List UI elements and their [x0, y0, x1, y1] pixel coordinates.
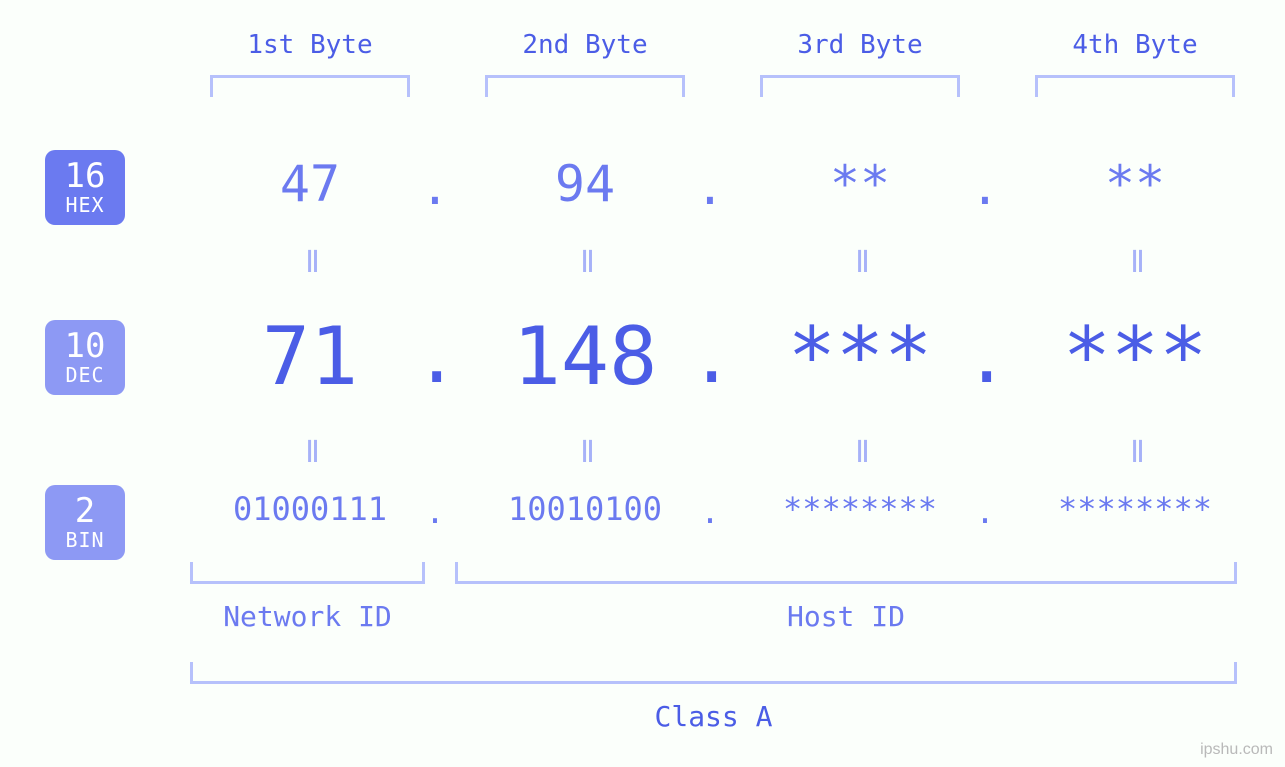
host-id-label: Host ID	[455, 600, 1237, 633]
bin-dot-1: .	[415, 493, 455, 531]
dec-byte-3: ***	[735, 310, 985, 403]
badge-bin-label: BIN	[65, 530, 104, 551]
hex-dot-3: .	[965, 160, 1005, 216]
bin-dot-2: .	[690, 493, 730, 531]
badge-dec-label: DEC	[65, 365, 104, 386]
bin-dot-3: .	[965, 493, 1005, 531]
byte-bracket-4	[1035, 75, 1235, 97]
watermark: ipshu.com	[1200, 741, 1273, 759]
hex-byte-4: **	[1010, 155, 1260, 213]
byte-header-1: 1st Byte	[185, 30, 435, 60]
byte-bracket-2	[485, 75, 685, 97]
badge-bin: 2 BIN	[45, 485, 125, 560]
eq-lower-1: ǁ	[185, 435, 435, 470]
bin-byte-4: ********	[1010, 490, 1260, 528]
eq-lower-3: ǁ	[735, 435, 985, 470]
eq-upper-2: ǁ	[460, 245, 710, 280]
class-bracket	[190, 662, 1237, 684]
eq-lower-4: ǁ	[1010, 435, 1260, 470]
badge-dec: 10 DEC	[45, 320, 125, 395]
eq-upper-1: ǁ	[185, 245, 435, 280]
hex-byte-3: **	[735, 155, 985, 213]
byte-header-2: 2nd Byte	[460, 30, 710, 60]
bin-byte-2: 10010100	[460, 490, 710, 528]
byte-header-3: 3rd Byte	[735, 30, 985, 60]
dec-dot-1: .	[415, 315, 455, 399]
badge-hex-base: 16	[65, 159, 106, 195]
byte-header-4: 4th Byte	[1010, 30, 1260, 60]
bin-byte-1: 01000111	[185, 490, 435, 528]
hex-dot-2: .	[690, 160, 730, 216]
hex-dot-1: .	[415, 160, 455, 216]
eq-upper-3: ǁ	[735, 245, 985, 280]
byte-bracket-3	[760, 75, 960, 97]
eq-lower-2: ǁ	[460, 435, 710, 470]
host-id-bracket	[455, 562, 1237, 584]
badge-dec-base: 10	[65, 329, 106, 365]
dec-byte-2: 148	[460, 310, 710, 403]
network-id-label: Network ID	[190, 600, 425, 633]
badge-bin-base: 2	[75, 494, 95, 530]
hex-byte-1: 47	[185, 155, 435, 213]
dec-byte-1: 71	[185, 310, 435, 403]
bin-byte-3: ********	[735, 490, 985, 528]
class-label: Class A	[190, 700, 1237, 733]
byte-bracket-1	[210, 75, 410, 97]
hex-byte-2: 94	[460, 155, 710, 213]
badge-hex: 16 HEX	[45, 150, 125, 225]
dec-dot-2: .	[690, 315, 730, 399]
badge-hex-label: HEX	[65, 195, 104, 216]
dec-byte-4: ***	[1010, 310, 1260, 403]
eq-upper-4: ǁ	[1010, 245, 1260, 280]
network-id-bracket	[190, 562, 425, 584]
dec-dot-3: .	[965, 315, 1005, 399]
